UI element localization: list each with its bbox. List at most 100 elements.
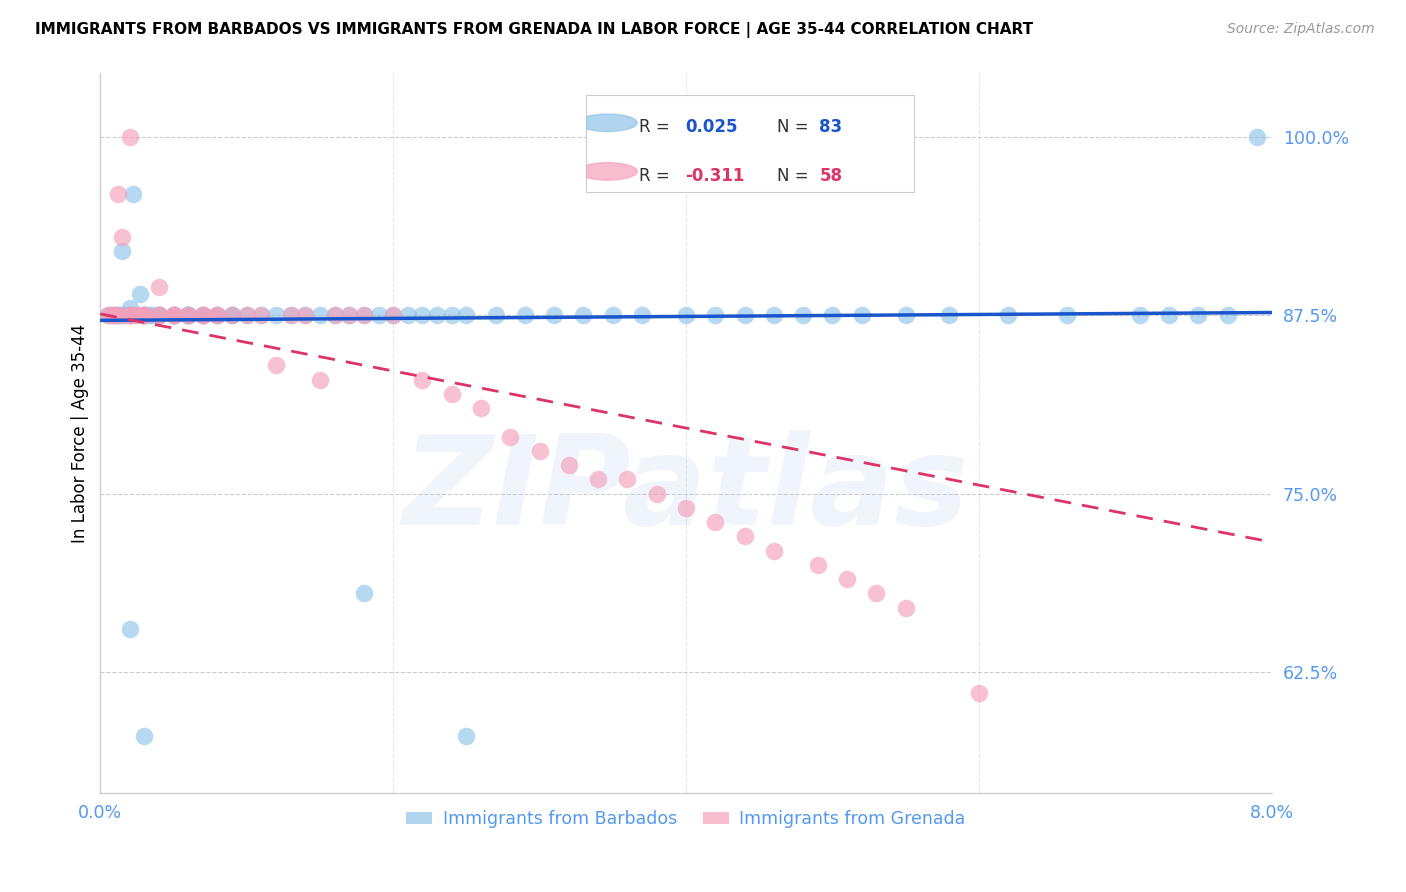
Point — [456, 729, 478, 743]
Point — [162, 309, 184, 323]
Point — [586, 472, 609, 486]
Point — [134, 309, 156, 323]
Point — [134, 309, 156, 323]
Point — [821, 309, 844, 323]
Point — [162, 309, 184, 323]
Point — [114, 309, 136, 323]
Point — [207, 309, 229, 323]
Point — [191, 309, 214, 323]
Point — [141, 309, 163, 323]
Point — [100, 309, 122, 323]
Point — [177, 309, 200, 323]
Point — [118, 301, 141, 316]
Point — [134, 309, 156, 323]
Point — [148, 309, 170, 323]
Point — [134, 309, 156, 323]
Point — [162, 309, 184, 323]
Point — [1187, 309, 1209, 323]
Point — [114, 309, 136, 323]
Point — [264, 309, 287, 323]
Point — [125, 309, 148, 323]
Point — [250, 309, 273, 323]
Point — [1129, 309, 1152, 323]
Point — [118, 309, 141, 323]
Point — [485, 309, 508, 323]
Point — [128, 287, 150, 301]
Point — [177, 309, 200, 323]
Point — [572, 309, 595, 323]
Point — [148, 309, 170, 323]
Point — [125, 309, 148, 323]
Point — [602, 309, 624, 323]
Point — [108, 309, 131, 323]
Point — [121, 187, 143, 202]
Point — [894, 600, 917, 615]
Point — [294, 309, 316, 323]
Point — [1216, 309, 1239, 323]
Point — [162, 309, 184, 323]
Point — [162, 309, 184, 323]
Point — [938, 309, 960, 323]
Point — [107, 309, 129, 323]
Point — [104, 309, 127, 323]
Point — [104, 309, 127, 323]
Point — [675, 309, 697, 323]
Point — [513, 309, 536, 323]
Point — [250, 309, 273, 323]
Point — [807, 558, 830, 572]
Point — [177, 309, 200, 323]
Point — [104, 309, 127, 323]
Point — [529, 443, 551, 458]
Text: ZIPatlas: ZIPatlas — [402, 430, 969, 551]
Point — [236, 309, 259, 323]
Point — [118, 130, 141, 145]
Point — [162, 309, 184, 323]
Point — [353, 309, 375, 323]
Point — [1246, 130, 1268, 145]
Point — [1056, 309, 1078, 323]
Point — [118, 622, 141, 636]
Point — [97, 309, 120, 323]
Point — [704, 309, 727, 323]
Text: IMMIGRANTS FROM BARBADOS VS IMMIGRANTS FROM GRENADA IN LABOR FORCE | AGE 35-44 C: IMMIGRANTS FROM BARBADOS VS IMMIGRANTS F… — [35, 22, 1033, 38]
Point — [138, 309, 160, 323]
Point — [207, 309, 229, 323]
Point — [1159, 309, 1181, 323]
Point — [177, 309, 200, 323]
Point — [118, 309, 141, 323]
Point — [134, 309, 156, 323]
Point — [148, 280, 170, 294]
Point — [792, 309, 814, 323]
Point — [353, 309, 375, 323]
Point — [111, 309, 134, 323]
Point — [894, 309, 917, 323]
Point — [865, 586, 887, 600]
Point — [221, 309, 243, 323]
Point — [148, 309, 170, 323]
Point — [177, 309, 200, 323]
Point — [280, 309, 302, 323]
Point — [411, 309, 433, 323]
Point — [353, 586, 375, 600]
Point — [704, 515, 727, 529]
Point — [456, 309, 478, 323]
Point — [337, 309, 360, 323]
Point — [367, 309, 389, 323]
Point — [323, 309, 346, 323]
Point — [675, 500, 697, 515]
Point — [645, 486, 668, 500]
Point — [309, 372, 332, 386]
Point — [134, 309, 156, 323]
Point — [499, 429, 522, 443]
Point — [762, 309, 785, 323]
Point — [191, 309, 214, 323]
Point — [207, 309, 229, 323]
Point — [107, 187, 129, 202]
Point — [323, 309, 346, 323]
Point — [191, 309, 214, 323]
Point — [851, 309, 873, 323]
Point — [221, 309, 243, 323]
Point — [134, 309, 156, 323]
Point — [294, 309, 316, 323]
Point — [426, 309, 449, 323]
